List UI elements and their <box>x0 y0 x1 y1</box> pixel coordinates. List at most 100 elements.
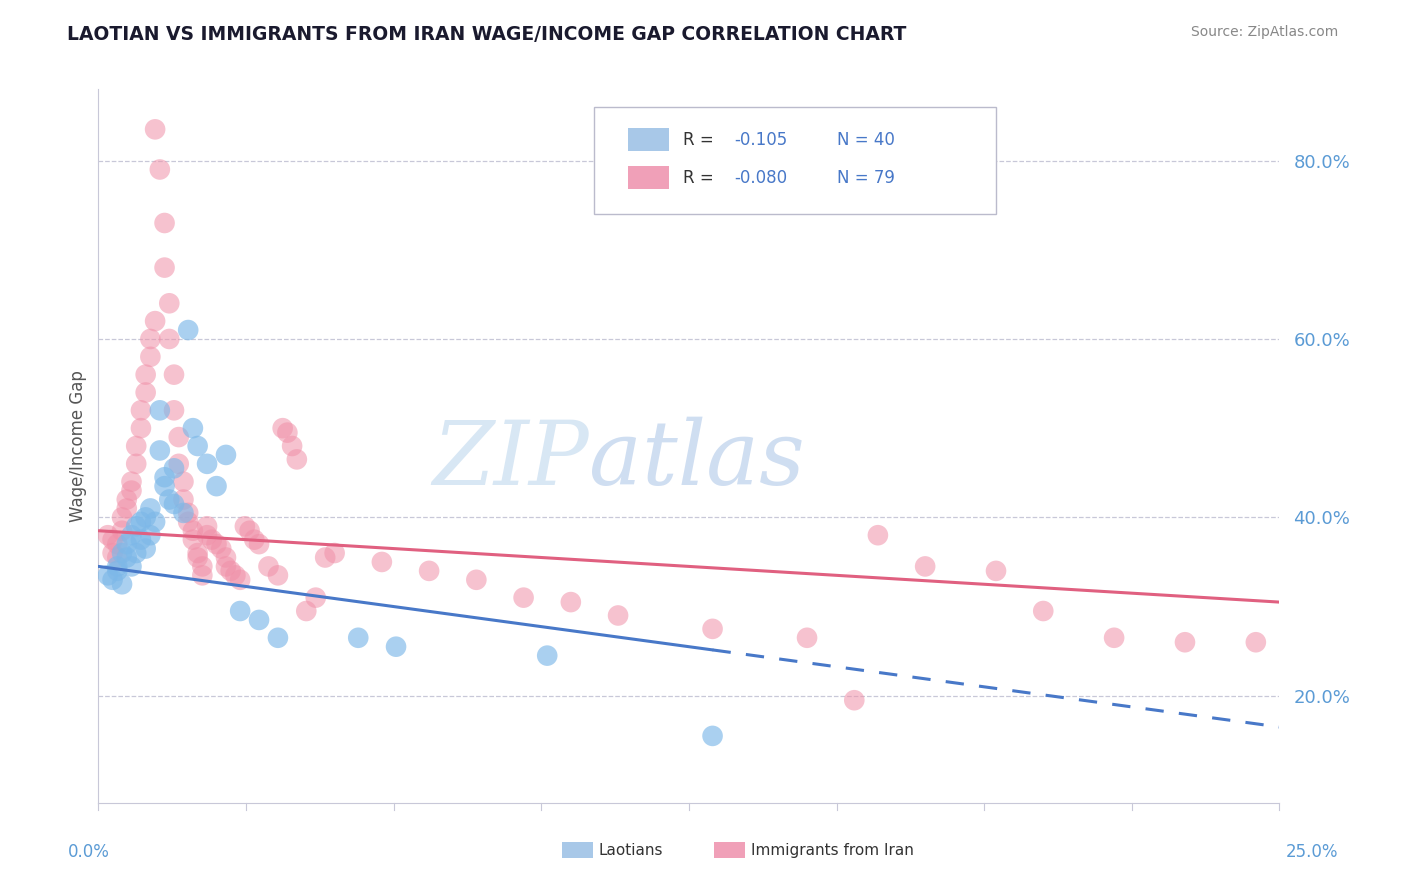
Point <box>125 546 148 560</box>
FancyBboxPatch shape <box>627 128 669 152</box>
Point <box>121 483 143 498</box>
Point <box>97 568 120 582</box>
Point <box>115 501 138 516</box>
Point <box>201 533 224 547</box>
Point <box>125 457 148 471</box>
Point <box>105 537 128 551</box>
Point <box>129 421 152 435</box>
Point <box>157 296 180 310</box>
Point <box>115 492 138 507</box>
Point <box>215 448 238 462</box>
Point <box>229 573 252 587</box>
Point <box>157 332 180 346</box>
Text: atlas: atlas <box>589 417 804 504</box>
Point <box>267 568 290 582</box>
Point <box>143 515 166 529</box>
Point <box>512 591 534 605</box>
Text: 25.0%: 25.0% <box>1286 843 1339 861</box>
Point <box>111 577 134 591</box>
Point <box>239 524 262 538</box>
Point <box>172 506 194 520</box>
Point <box>702 622 724 636</box>
Text: N = 79: N = 79 <box>837 169 894 187</box>
Text: -0.080: -0.080 <box>734 169 787 187</box>
Point <box>295 604 318 618</box>
Point <box>129 533 152 547</box>
Point <box>866 528 889 542</box>
Text: Source: ZipAtlas.com: Source: ZipAtlas.com <box>1191 25 1339 39</box>
Point <box>247 613 270 627</box>
Y-axis label: Wage/Income Gap: Wage/Income Gap <box>69 370 87 522</box>
Point <box>121 528 143 542</box>
Point <box>163 368 186 382</box>
Point <box>139 528 162 542</box>
Point <box>135 385 157 400</box>
Point <box>195 457 218 471</box>
Point <box>139 350 162 364</box>
Text: Immigrants from Iran: Immigrants from Iran <box>751 843 914 857</box>
Point <box>229 604 252 618</box>
Point <box>129 403 152 417</box>
Point <box>121 559 143 574</box>
Point <box>181 533 204 547</box>
Point <box>129 515 152 529</box>
Text: R =: R = <box>683 169 718 187</box>
Point <box>276 425 298 440</box>
Point <box>224 568 246 582</box>
FancyBboxPatch shape <box>595 107 995 214</box>
Point <box>371 555 394 569</box>
Point <box>125 519 148 533</box>
Point <box>187 439 209 453</box>
Point <box>105 559 128 574</box>
Point <box>233 519 256 533</box>
Point <box>163 461 186 475</box>
Point <box>247 537 270 551</box>
Point <box>167 457 190 471</box>
Point <box>205 479 228 493</box>
Point <box>167 430 190 444</box>
Point <box>209 541 232 556</box>
Point <box>135 541 157 556</box>
Point <box>607 608 630 623</box>
Point <box>418 564 440 578</box>
Point <box>172 492 194 507</box>
Point <box>149 162 172 177</box>
Point <box>97 528 120 542</box>
Point <box>172 475 194 489</box>
Point <box>177 506 200 520</box>
Point <box>139 332 162 346</box>
Point <box>115 550 138 565</box>
Point <box>163 497 186 511</box>
Point <box>219 564 242 578</box>
Point <box>243 533 266 547</box>
Point <box>195 519 218 533</box>
Point <box>105 550 128 565</box>
Point <box>163 403 186 417</box>
Text: -0.105: -0.105 <box>734 131 787 149</box>
Point <box>347 631 370 645</box>
FancyBboxPatch shape <box>627 166 669 189</box>
Point <box>115 537 138 551</box>
Point <box>560 595 582 609</box>
Point <box>101 573 124 587</box>
Point <box>323 546 346 560</box>
Point <box>465 573 488 587</box>
Point <box>191 559 214 574</box>
Point <box>305 591 328 605</box>
Point <box>181 421 204 435</box>
Point <box>281 439 304 453</box>
Point <box>271 421 294 435</box>
Point <box>181 524 204 538</box>
Point <box>177 323 200 337</box>
Point <box>215 559 238 574</box>
Text: R =: R = <box>683 131 718 149</box>
Text: 0.0%: 0.0% <box>67 843 110 861</box>
Point <box>215 550 238 565</box>
Point <box>1244 635 1267 649</box>
Point <box>1174 635 1197 649</box>
Point <box>796 631 818 645</box>
Point <box>111 546 134 560</box>
Point <box>101 533 124 547</box>
Point <box>257 559 280 574</box>
Point <box>844 693 866 707</box>
